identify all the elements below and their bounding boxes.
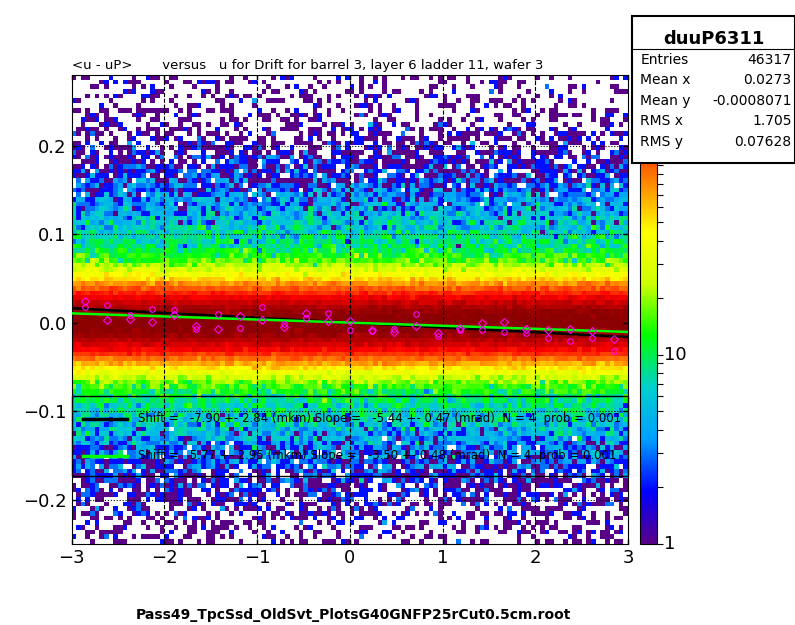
Text: <u - uP>       versus   u for Drift for barrel 3, layer 6 ladder 11, wafer 3: <u - uP> versus u for Drift for barrel 3… — [72, 59, 543, 72]
Text: 1.705: 1.705 — [752, 114, 792, 128]
Text: 0.0273: 0.0273 — [743, 73, 792, 88]
Text: 0.07628: 0.07628 — [735, 135, 792, 149]
Text: RMS y: RMS y — [640, 135, 683, 149]
Text: Mean y: Mean y — [640, 94, 691, 108]
Text: Shift =   -7.90 +- 2.84 (mkm) Slope =   -5.44 +- 0.47 (mrad)  N = 4  prob = 0.00: Shift = -7.90 +- 2.84 (mkm) Slope = -5.4… — [138, 412, 622, 425]
Text: duuP6311: duuP6311 — [663, 30, 764, 48]
Text: Pass49_TpcSsd_OldSvt_PlotsG40GNFP25rCut0.5cm.root: Pass49_TpcSsd_OldSvt_PlotsG40GNFP25rCut0… — [136, 608, 572, 622]
Text: RMS x: RMS x — [640, 114, 683, 128]
Text: 0: 0 — [665, 48, 676, 66]
Text: -0.0008071: -0.0008071 — [712, 94, 792, 108]
Text: Entries: Entries — [640, 52, 688, 67]
Text: 46317: 46317 — [748, 52, 792, 67]
Text: 10: 10 — [665, 346, 687, 364]
Text: Shift =   5.77 +- 2.95 (mkm) Slope =   -3.50 +- 0.48 (mrad)  N = 4  prob = 0.001: Shift = 5.77 +- 2.95 (mkm) Slope = -3.50… — [138, 449, 617, 462]
Text: Mean x: Mean x — [640, 73, 691, 88]
Text: 1: 1 — [665, 535, 676, 552]
